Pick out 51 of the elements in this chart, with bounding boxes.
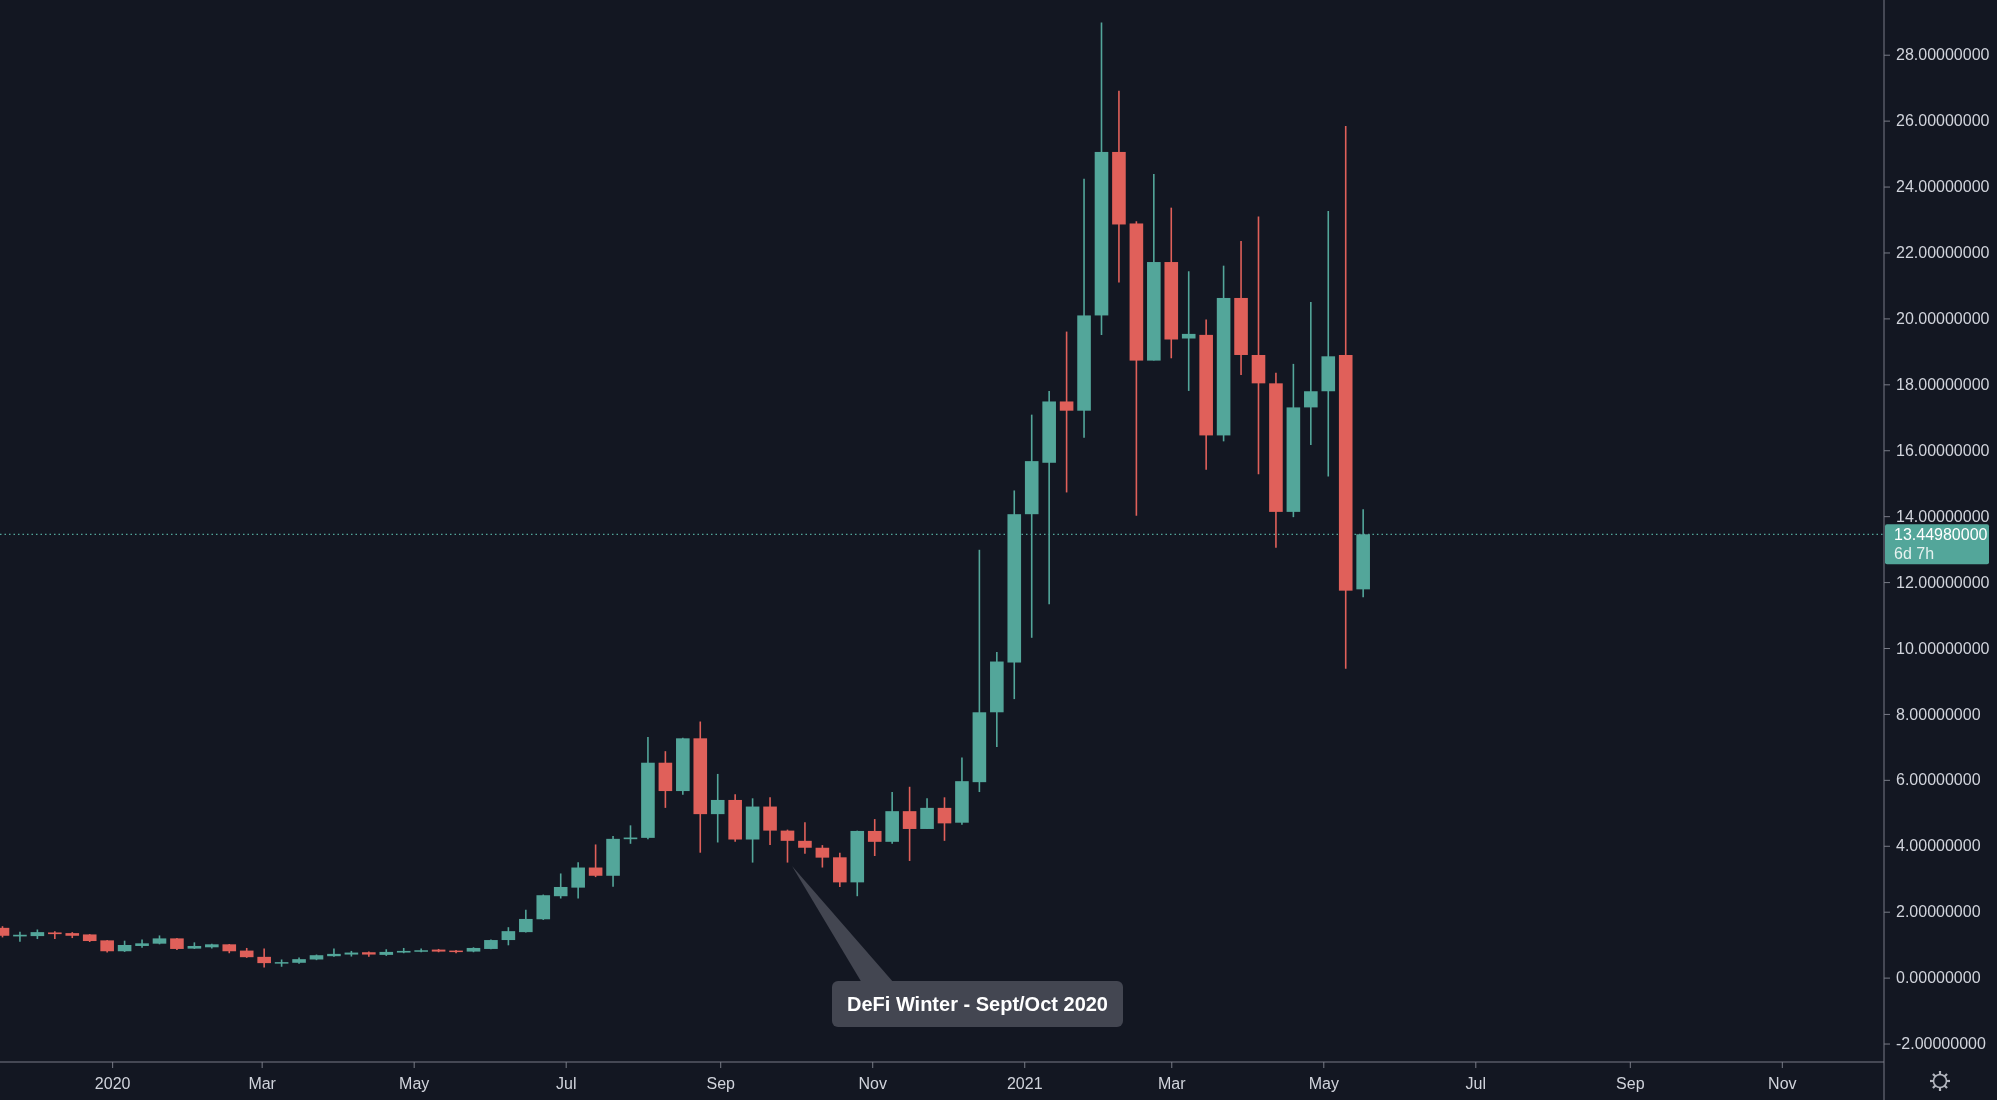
- candlestick: [257, 947, 271, 969]
- candlestick: [1181, 270, 1196, 392]
- candlestick: [135, 938, 149, 949]
- y-tick-label: 18.00000000: [1896, 375, 1990, 393]
- candlestick: [1059, 330, 1074, 494]
- candlestick: [902, 785, 917, 862]
- x-tick-label: Sep: [1616, 1074, 1645, 1092]
- y-tick-label: -2.00000000: [1896, 1035, 1986, 1053]
- candlestick: [867, 818, 882, 857]
- y-tick-label: 4.00000000: [1896, 837, 1981, 855]
- y-tick-label: 16.00000000: [1896, 441, 1990, 459]
- y-tick-label: 10.00000000: [1896, 639, 1990, 657]
- candlestick: [710, 773, 725, 844]
- candlestick: [1251, 215, 1266, 476]
- x-tick-label: May: [1308, 1074, 1339, 1092]
- x-tick-label: May: [399, 1074, 430, 1092]
- ref-line-label: 13.44980000: [1894, 525, 1988, 543]
- candlestick: [553, 872, 568, 900]
- x-tick-label: 2020: [94, 1074, 131, 1092]
- x-tick-label: Nov: [1768, 1074, 1797, 1092]
- y-tick-label: 14.00000000: [1896, 507, 1990, 525]
- y-tick-label: 0.00000000: [1896, 969, 1981, 987]
- candlestick: [1304, 301, 1318, 446]
- text: 6d 7h: [1894, 544, 1935, 562]
- candlestick: [571, 861, 585, 900]
- candlestick: [501, 926, 516, 947]
- x-tick-label: Jul: [555, 1074, 577, 1092]
- candlestick: [815, 844, 830, 869]
- y-tick-label: 6.00000000: [1896, 771, 1981, 789]
- y-tick-label: 12.00000000: [1896, 573, 1990, 591]
- x-tick-label: Sep: [706, 1074, 736, 1092]
- x-tick-label: Mar: [248, 1074, 277, 1092]
- candlestick: [920, 797, 934, 830]
- candlestick: [48, 930, 62, 940]
- candlestick: [780, 828, 795, 864]
- y-tick-label: 2.00000000: [1896, 903, 1981, 921]
- candlestick: [937, 796, 952, 842]
- y-tick-label: 26.00000000: [1896, 112, 1990, 130]
- annotation: DeFi Winter - Sept/Oct 2020: [847, 993, 1108, 1015]
- y-tick-label: 8.00000000: [1896, 705, 1981, 723]
- x-tick-label: Nov: [858, 1074, 887, 1092]
- y-tick-label: 22.00000000: [1896, 244, 1990, 262]
- y-tick-label: 24.00000000: [1896, 178, 1990, 196]
- candlestick: [588, 843, 603, 878]
- x-tick-label: Jul: [1465, 1074, 1487, 1092]
- x-tick-label: Mar: [1157, 1074, 1187, 1092]
- y-tick-label: 20.00000000: [1896, 310, 1990, 328]
- x-tick-label: 2021: [1006, 1074, 1043, 1092]
- candlestick: [798, 821, 812, 855]
- y-tick-label: 28.00000000: [1896, 46, 1990, 64]
- candlestick: [327, 947, 341, 958]
